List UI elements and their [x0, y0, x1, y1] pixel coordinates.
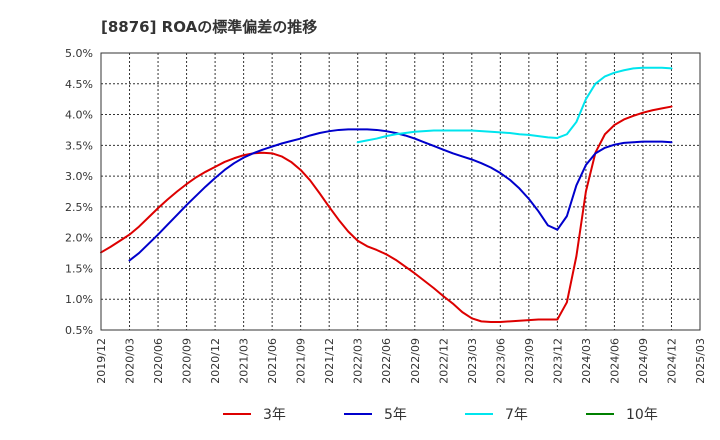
x-tick-label: 2022/12 — [437, 338, 450, 384]
legend-label-3: 7年 — [505, 407, 528, 423]
x-tick-label: 2021/12 — [323, 338, 336, 384]
legend-label-1: 3年 — [263, 407, 286, 423]
x-tick-label: 2023/12 — [551, 338, 564, 384]
x-tick-label: 2023/09 — [523, 338, 536, 384]
legend: 3年 5年 7年 10年 — [223, 407, 658, 423]
y-tick-label: 3.0% — [65, 170, 93, 183]
x-tick-label: 2022/03 — [352, 338, 365, 384]
y-tick-label: 1.5% — [65, 262, 93, 275]
series-line-3 — [356, 66, 673, 144]
x-tick-label: 2019/12 — [95, 338, 108, 384]
plot-frame — [100, 52, 701, 331]
y-tick-label: 2.5% — [65, 201, 93, 214]
x-tick-label: 2020/09 — [181, 338, 194, 384]
x-tick-label: 2021/03 — [238, 338, 251, 384]
y-tick-label: 2.0% — [65, 232, 93, 245]
chart-title: [8876] ROAの標準偏差の推移 — [101, 18, 317, 36]
x-tick-label: 2020/06 — [152, 338, 165, 384]
y-tick-label: 3.5% — [65, 139, 93, 152]
y-tick-label: 1.0% — [65, 293, 93, 306]
x-tick-label: 2023/06 — [494, 338, 507, 384]
series-layer — [100, 66, 673, 323]
x-tick-label: 2022/06 — [380, 338, 393, 384]
x-tick-label: 2024/09 — [637, 338, 650, 384]
x-tick-label: 2024/06 — [608, 338, 621, 384]
x-tick-label: 2022/09 — [409, 338, 422, 384]
x-tick-label: 2020/03 — [124, 338, 137, 384]
x-tick-label: 2023/03 — [466, 338, 479, 384]
y-tick-label: 4.5% — [65, 78, 93, 91]
series-line-2 — [128, 128, 673, 262]
x-tick-label: 2025/03 — [694, 338, 707, 384]
legend-label-4: 10年 — [626, 407, 658, 423]
grid-layer — [101, 53, 700, 330]
series-line-1 — [100, 105, 673, 323]
x-tick-label: 2024/12 — [665, 338, 678, 384]
y-tick-label: 5.0% — [65, 47, 93, 60]
axis-layer: 2019/12 2020/03 2020/06 2020/09 2020/12 2021/… — [65, 47, 707, 384]
legend-label-2: 5年 — [384, 407, 407, 423]
x-tick-label: 2021/09 — [295, 338, 308, 384]
x-tick-label: 2020/12 — [209, 338, 222, 384]
x-tick-label: 2021/06 — [266, 338, 279, 384]
x-tick-label: 2024/03 — [580, 338, 593, 384]
y-tick-label: 0.5% — [65, 324, 93, 337]
y-tick-label: 4.0% — [65, 109, 93, 122]
